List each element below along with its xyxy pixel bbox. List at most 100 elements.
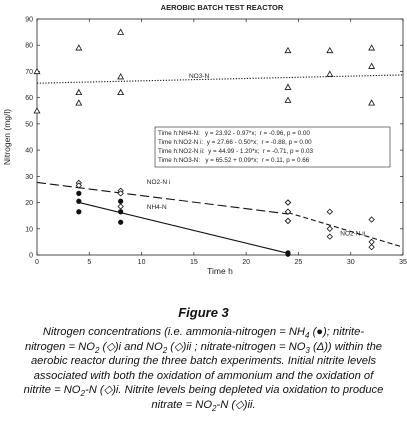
caption-fragment: (Δ)) within the xyxy=(309,340,383,353)
data-point-no2 xyxy=(75,182,82,189)
data-point-no3 xyxy=(284,83,292,90)
caption-text: Nitrogen concentrations (i.e. ammonia-ni… xyxy=(8,325,399,413)
data-point-no3 xyxy=(33,67,41,75)
data-point-no2 xyxy=(117,190,124,197)
data-point-no3 xyxy=(326,70,334,77)
caption-fragment: -N (◇)ii. xyxy=(216,398,256,411)
figure-heading: Figure 3 xyxy=(178,305,229,320)
caption-subscript: 4 xyxy=(305,331,310,341)
caption-fragment: (◇)ii ; nitrate-nitrogen = NO xyxy=(167,340,306,353)
data-point-no2 xyxy=(284,199,292,206)
y-tick-label: 0 xyxy=(29,253,33,260)
data-point-no2 xyxy=(117,203,124,210)
data-point-nh4 xyxy=(118,209,124,215)
y-tick-label: 50 xyxy=(25,121,33,128)
caption-line-6: nitrate = NO2-N (◇)ii. xyxy=(151,398,256,414)
data-point-no2 xyxy=(368,238,375,246)
y-tick-label: 20 xyxy=(25,200,33,207)
caption-subscript: 2 xyxy=(94,345,100,355)
caption-line-3: aerobic reactor during the three batch e… xyxy=(30,355,377,368)
stats-line: Time h:NH4-N: y = 23.92 - 0.97*x; r = -0… xyxy=(158,130,310,137)
data-point-no3 xyxy=(33,107,41,114)
caption-fragment: nitrate = NO xyxy=(151,398,213,411)
data-point-no3 xyxy=(117,88,125,96)
series-label: NO2-N ii xyxy=(340,230,365,237)
caption-fragment: nitrogen = NO xyxy=(24,340,95,353)
data-point-no3 xyxy=(75,88,83,96)
data-point-no2 xyxy=(368,243,375,251)
series-label: NH4-N xyxy=(147,204,167,211)
x-tick-label: 5 xyxy=(87,259,91,266)
caption-subscript: 3 xyxy=(305,345,310,355)
stats-line: Time h:NO3-N: y = 65.52 + 0.09*x; r = 0.… xyxy=(158,157,310,164)
stats-line: Time h:NO2-N ii: y = 44.99 - 1.20*x; r =… xyxy=(158,148,313,155)
y-tick-label: 80 xyxy=(25,43,33,50)
x-tick-label: 20 xyxy=(242,259,250,266)
x-tick-label: 35 xyxy=(399,259,407,266)
caption-fragment: Nitrogen concentrations (i.e. ammonia-ni… xyxy=(42,326,306,338)
data-point-no3 xyxy=(368,99,376,106)
caption-line-5: nitrite = NO2-N (◇)i. Nitrite levels bei… xyxy=(23,384,384,399)
data-point-no3 xyxy=(75,99,83,106)
data-point-no2 xyxy=(326,225,333,232)
stats-box xyxy=(154,126,391,168)
data-point-no3 xyxy=(368,62,376,69)
caption-subscript: 2 xyxy=(212,404,217,414)
data-point-nh4 xyxy=(76,190,82,196)
data-point-nh4 xyxy=(76,198,82,204)
data-point-no2 xyxy=(326,208,333,215)
data-point-no2 xyxy=(284,208,292,215)
data-points xyxy=(33,28,376,257)
x-axis-label: Time h xyxy=(207,266,233,276)
x-tick-label: 0 xyxy=(35,259,39,266)
caption-fragment: nitrite = NO xyxy=(23,384,81,397)
caption-subscript: 2 xyxy=(80,389,85,399)
chart-plot: AEROBIC BATCH TEST REACTOR 0 5 10 15 20 25 30 3… xyxy=(2,3,407,276)
caption-line-4: associated with both the oxidation of am… xyxy=(33,369,374,382)
caption-fragment: (◇)i and NO xyxy=(99,340,163,353)
fit-line-no3-n xyxy=(36,74,404,84)
series-labels: NH4-N NO2-N i NO2-N ii NO3-N xyxy=(147,73,365,237)
data-point-nh4 xyxy=(76,209,82,215)
y-axis-label: Nitrogen (mg/l) xyxy=(2,109,12,165)
caption-fragment: (●); nitrite- xyxy=(309,326,365,338)
chart-figure: AEROBIC BATCH TEST REACTOR 0 5 10 15 20 25 30 3… xyxy=(2,3,407,276)
y-tick-label: 10 xyxy=(25,226,33,233)
y-tick-label: 90 xyxy=(25,17,33,24)
y-tick-label: 70 xyxy=(25,69,33,76)
data-point-no3 xyxy=(284,96,292,103)
chart-title: AEROBIC BATCH TEST REACTOR xyxy=(161,3,284,12)
caption-subscript: 2 xyxy=(162,345,168,355)
data-point-no3 xyxy=(284,46,292,54)
figure-caption: Figure 3 Nitrogen concentrations (i.e. a… xyxy=(0,300,407,433)
series-label: NO3-N xyxy=(189,73,210,80)
data-point-nh4 xyxy=(118,219,124,225)
axis-ticks: 0 5 10 15 20 25 30 35 0 10 20 30 40 50 60 70 80 90 xyxy=(25,17,407,267)
stats-box-lines: Time h:NH4-N: y = 23.92 - 0.97*x; r = -0… xyxy=(158,130,313,164)
stats-line: Time h:NO2-N i: y = 27.66 - 0.50*x; r = … xyxy=(158,139,312,146)
y-tick-label: 40 xyxy=(25,148,33,155)
y-tick-label: 60 xyxy=(25,95,33,102)
y-tick-label: 30 xyxy=(25,174,33,181)
data-point-no2 xyxy=(368,216,375,223)
data-point-no2 xyxy=(284,217,292,225)
fit-line-nh4-n xyxy=(78,201,289,254)
series-label: NO2-N i xyxy=(147,179,170,186)
data-point-no3 xyxy=(75,44,83,51)
caption-line-1: Nitrogen concentrations (i.e. ammonia-ni… xyxy=(42,326,365,341)
data-point-no3 xyxy=(368,44,376,51)
plot-area-frame xyxy=(36,18,404,256)
x-tick-label: 10 xyxy=(138,259,146,266)
fit-line-no2-n-ii xyxy=(287,212,404,248)
caption-line-2: nitrogen = NO2 (◇)i and NO2 (◇)ii ; nitr… xyxy=(24,340,383,355)
x-tick-label: 25 xyxy=(295,259,303,266)
data-point-no3 xyxy=(117,73,125,80)
data-point-nh4 xyxy=(118,198,124,204)
data-point-no3 xyxy=(117,28,125,35)
x-tick-label: 30 xyxy=(347,259,355,266)
data-point-no2 xyxy=(326,233,333,240)
data-point-nh4 xyxy=(285,250,291,256)
caption-fragment: -N (◇)i. Nitrite levels being depleted v… xyxy=(84,384,384,397)
data-point-no3 xyxy=(326,46,334,54)
x-tick-label: 15 xyxy=(190,259,198,266)
